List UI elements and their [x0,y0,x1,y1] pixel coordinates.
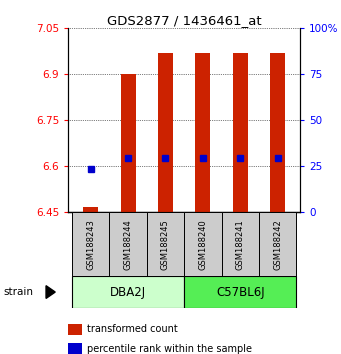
Text: GSM188242: GSM188242 [273,219,282,270]
Bar [184,212,222,276]
Text: GSM188241: GSM188241 [236,219,245,270]
Bar [158,53,173,212]
Text: DBA2J: DBA2J [110,286,146,298]
Bar [195,53,210,212]
Bar [121,74,135,212]
Text: C57BL6J: C57BL6J [216,286,265,298]
Bar [72,276,184,308]
Bar [270,53,285,212]
Bar [233,53,248,212]
Text: percentile rank within the sample: percentile rank within the sample [87,344,252,354]
Bar [109,212,147,276]
Bar [147,212,184,276]
Bar [222,212,259,276]
Text: GSM188244: GSM188244 [123,219,133,270]
Bar [259,212,296,276]
Text: transformed count: transformed count [87,324,178,334]
Text: GSM188240: GSM188240 [198,219,207,270]
Text: strain: strain [3,287,33,297]
Bar [72,212,109,276]
Bar [184,276,296,308]
Title: GDS2877 / 1436461_at: GDS2877 / 1436461_at [107,14,262,27]
Text: GSM188245: GSM188245 [161,219,170,270]
Bar [83,207,98,212]
Text: GSM188243: GSM188243 [86,219,95,270]
